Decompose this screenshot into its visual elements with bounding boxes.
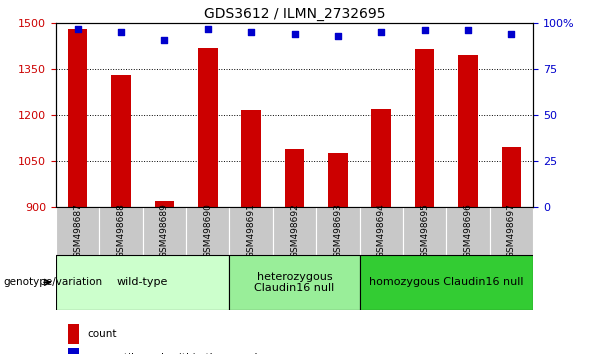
- Text: GSM498690: GSM498690: [203, 204, 212, 258]
- Point: [464, 28, 473, 33]
- Text: GSM498688: GSM498688: [117, 204, 125, 258]
- Text: heterozygous
Claudin16 null: heterozygous Claudin16 null: [254, 272, 335, 293]
- Bar: [230, 255, 359, 310]
- Bar: [186, 207, 230, 255]
- Text: count: count: [88, 329, 117, 339]
- Point: [333, 33, 343, 39]
- Point: [203, 26, 213, 32]
- Point: [420, 28, 429, 33]
- Bar: [241, 110, 261, 207]
- Point: [73, 26, 82, 32]
- Text: GSM498689: GSM498689: [160, 204, 169, 258]
- Text: GSM498687: GSM498687: [73, 204, 82, 258]
- Bar: [56, 255, 230, 310]
- Point: [376, 29, 386, 35]
- Text: homozygous Claudin16 null: homozygous Claudin16 null: [369, 277, 524, 287]
- Bar: [316, 207, 359, 255]
- Text: GSM498696: GSM498696: [464, 204, 472, 258]
- Text: GSM498692: GSM498692: [290, 204, 299, 258]
- Bar: [372, 109, 391, 207]
- Text: genotype/variation: genotype/variation: [3, 277, 102, 287]
- Bar: [111, 75, 131, 207]
- Bar: [273, 207, 316, 255]
- Bar: [68, 29, 87, 207]
- Bar: [155, 201, 174, 207]
- Bar: [502, 147, 521, 207]
- Bar: [359, 207, 403, 255]
- Bar: [489, 207, 533, 255]
- Text: GSM498695: GSM498695: [420, 204, 429, 258]
- Title: GDS3612 / ILMN_2732695: GDS3612 / ILMN_2732695: [204, 7, 385, 21]
- Point: [116, 29, 125, 35]
- Bar: [100, 207, 143, 255]
- Bar: [328, 153, 348, 207]
- Bar: [230, 207, 273, 255]
- Text: GSM498691: GSM498691: [247, 204, 256, 258]
- Bar: [284, 149, 305, 207]
- Bar: [198, 47, 217, 207]
- Bar: [458, 55, 478, 207]
- Text: GSM498694: GSM498694: [377, 204, 386, 258]
- Bar: [415, 49, 434, 207]
- Text: GSM498697: GSM498697: [507, 204, 516, 258]
- Text: percentile rank within the sample: percentile rank within the sample: [88, 353, 264, 354]
- Point: [246, 29, 256, 35]
- Bar: [359, 255, 533, 310]
- Bar: [446, 207, 489, 255]
- Point: [160, 37, 169, 42]
- Bar: [68, 324, 80, 344]
- Bar: [68, 348, 80, 354]
- Bar: [143, 207, 186, 255]
- Point: [507, 31, 516, 37]
- Text: GSM498693: GSM498693: [333, 204, 342, 258]
- Bar: [56, 207, 100, 255]
- Text: wild-type: wild-type: [117, 277, 168, 287]
- Point: [290, 31, 299, 37]
- Bar: [403, 207, 446, 255]
